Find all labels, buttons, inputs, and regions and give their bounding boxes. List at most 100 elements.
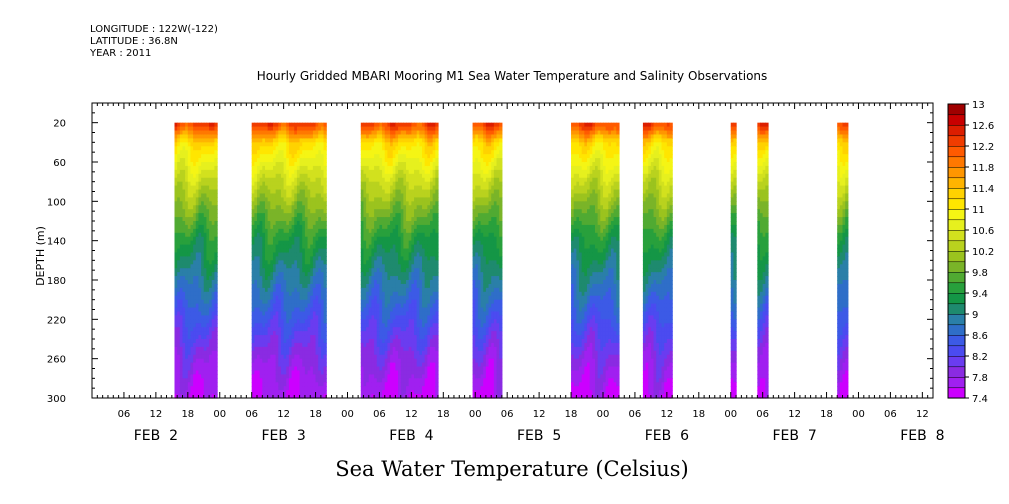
temperature-cell — [302, 299, 306, 305]
temperature-cell — [371, 346, 375, 352]
temperature-cell — [190, 244, 194, 250]
temperature-cell — [376, 142, 381, 147]
temperature-cell — [320, 276, 325, 281]
temperature-cell — [254, 264, 258, 269]
temperature-cell — [198, 232, 202, 238]
temperature-cell — [193, 335, 197, 340]
temperature-cell — [395, 122, 399, 128]
temperature-cell — [398, 150, 402, 155]
temperature-cell — [296, 272, 301, 277]
temperature-cell — [177, 221, 181, 226]
temperature-cell — [198, 150, 202, 155]
temperature-cell — [288, 323, 293, 328]
temperature-cell — [272, 319, 277, 324]
temperature-cell — [174, 134, 178, 139]
temperature-cell — [371, 197, 375, 202]
temperature-cell — [379, 134, 383, 139]
temperature-cell — [272, 209, 277, 214]
temperature-cell — [206, 224, 210, 230]
temperature-cell — [209, 244, 213, 250]
temperature-cell — [398, 280, 402, 285]
temperature-cell — [387, 256, 391, 261]
temperature-cell — [193, 169, 197, 175]
temperature-cell — [280, 358, 285, 364]
temperature-cell — [193, 272, 197, 277]
temperature-cell — [414, 319, 418, 324]
temperature-cell — [320, 280, 325, 285]
temperature-cell — [286, 244, 290, 250]
temperature-cell — [201, 185, 205, 191]
temperature-cell — [296, 213, 301, 218]
temperature-cell — [296, 291, 301, 297]
temperature-cell — [201, 213, 205, 218]
temperature-cell — [395, 189, 399, 195]
temperature-cell — [408, 323, 412, 328]
temperature-cell — [379, 130, 383, 136]
temperature-cell — [307, 346, 311, 352]
temperature-cell — [257, 142, 261, 147]
temperature-cell — [310, 394, 314, 399]
temperature-cell — [299, 323, 303, 328]
temperature-cell — [185, 362, 189, 368]
temperature-cell — [198, 138, 202, 143]
temperature-cell — [302, 283, 306, 289]
temperature-cell — [363, 224, 367, 230]
temperature-cell — [259, 150, 263, 155]
temperature-cell — [390, 205, 394, 210]
temperature-cell — [427, 291, 431, 297]
temperature-cell — [209, 197, 213, 202]
temperature-cell — [406, 197, 410, 202]
temperature-cell — [400, 319, 404, 324]
temperature-cell — [390, 378, 394, 383]
temperature-cell — [318, 335, 322, 340]
temperature-cell — [384, 165, 389, 171]
temperature-cell — [307, 221, 311, 226]
temperature-cell — [424, 390, 428, 395]
temperature-cell — [299, 221, 303, 226]
temperature-cell — [198, 299, 202, 305]
temperature-cell — [203, 165, 208, 171]
temperature-cell — [403, 327, 407, 332]
temperature-cell — [264, 335, 269, 340]
temperature-cell — [304, 319, 309, 324]
temperature-cell — [366, 162, 370, 167]
temperature-cell — [384, 287, 389, 293]
temperature-cell — [177, 315, 181, 320]
temperature-cell — [185, 134, 189, 139]
temperature-cell — [259, 248, 263, 254]
temperature-cell — [185, 138, 189, 143]
temperature-cell — [368, 122, 373, 128]
temperature-cell — [307, 205, 311, 210]
temperature-cell — [283, 236, 287, 242]
temperature-cell — [288, 252, 293, 257]
temperature-cell — [182, 173, 186, 179]
temperature-cell — [403, 335, 407, 340]
temperature-cell — [286, 390, 290, 395]
temperature-cell — [272, 158, 277, 163]
temperature-cell — [259, 394, 263, 399]
temperature-cell — [198, 165, 202, 171]
temperature-cell — [174, 370, 178, 375]
temperature-cell — [251, 315, 255, 320]
temperature-cell — [259, 181, 263, 187]
temperature-cell — [419, 276, 423, 281]
temperature-cell — [185, 370, 189, 375]
temperature-cell — [424, 248, 428, 254]
temperature-cell — [283, 126, 287, 132]
temperature-cell — [422, 378, 426, 383]
temperature-cell — [177, 122, 181, 128]
temperature-cell — [193, 303, 197, 309]
temperature-cell — [190, 201, 194, 206]
temperature-cell — [286, 394, 290, 399]
temperature-cell — [190, 142, 194, 147]
temperature-cell — [390, 177, 394, 183]
temperature-cell — [422, 331, 426, 336]
temperature-cell — [366, 193, 370, 198]
temperature-cell — [320, 260, 325, 265]
temperature-cell — [251, 181, 255, 187]
temperature-cell — [424, 244, 428, 250]
temperature-cell — [206, 201, 210, 206]
temperature-cell — [315, 370, 319, 375]
temperature-cell — [206, 134, 210, 139]
temperature-cell — [272, 197, 277, 202]
